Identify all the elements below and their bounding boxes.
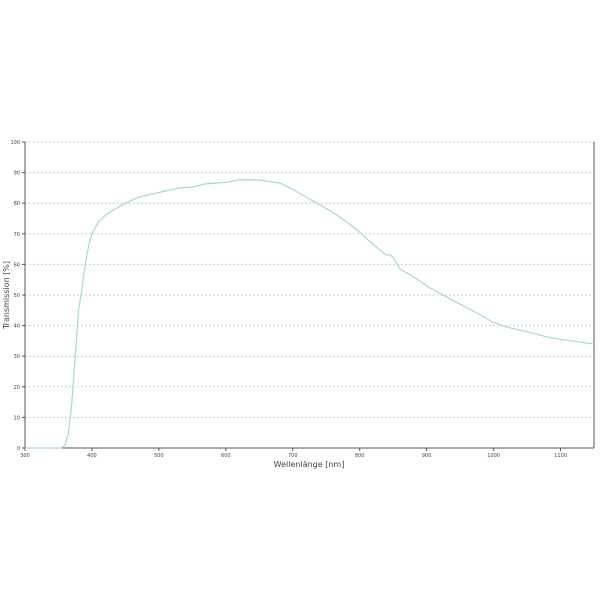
x-axis-ticks: 300 400 500 600 700 800 900 1000 1100 — [20, 448, 567, 459]
x-tick-label: 1000 — [487, 453, 500, 459]
x-tick-label: 800 — [355, 453, 365, 459]
y-tick-label: 20 — [14, 385, 20, 391]
gridlines — [25, 141, 594, 418]
x-axis-label: Wellenlänge [nm] — [274, 460, 345, 469]
y-tick-label: 0 — [17, 446, 20, 452]
y-tick-label: 10 — [14, 415, 20, 421]
x-tick-label: 600 — [221, 453, 231, 459]
y-axis-label: Transmission [%] — [2, 261, 11, 330]
y-tick-label: 30 — [14, 354, 20, 360]
y-tick-label: 90 — [14, 171, 20, 177]
x-tick-label: 1100 — [554, 453, 567, 459]
y-tick-label: 100 — [10, 140, 20, 146]
y-tick-label: 80 — [14, 201, 20, 207]
x-tick-label: 500 — [154, 453, 164, 459]
x-tick-label: 300 — [20, 453, 30, 459]
x-tick-label: 400 — [87, 453, 97, 459]
y-tick-label: 60 — [14, 262, 20, 268]
y-tick-label: 40 — [14, 324, 20, 330]
y-tick-label: 50 — [14, 293, 20, 299]
y-tick-label: 70 — [14, 232, 20, 238]
y-axis-ticks: 0 10 20 30 40 50 60 70 80 90 100 — [10, 140, 25, 452]
series-line — [25, 178, 595, 449]
x-tick-label: 900 — [422, 453, 432, 459]
x-tick-label: 700 — [288, 453, 298, 459]
